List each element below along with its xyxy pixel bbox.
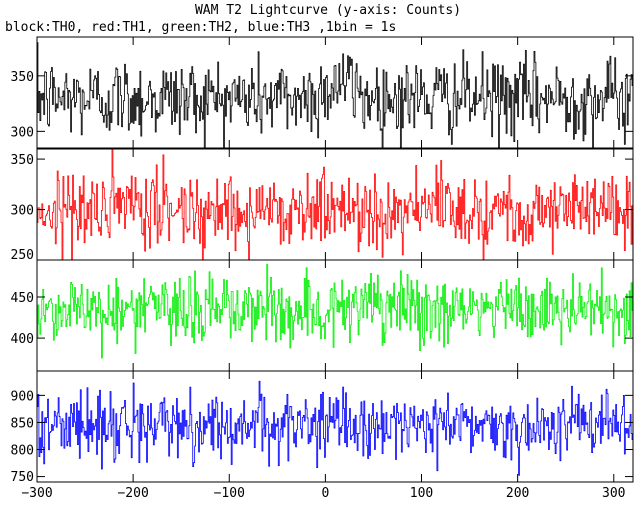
panel-frame — [36, 259, 634, 372]
series-th3-line — [37, 380, 633, 476]
y-tick-label: 250 — [11, 248, 34, 263]
x-tick-label: 300 — [602, 486, 625, 501]
x-tick-label: −200 — [117, 486, 148, 501]
y-tick-label: 800 — [11, 444, 34, 459]
panel-th2: 400 450 — [11, 259, 634, 372]
series-th2-line — [37, 263, 633, 359]
panels: 300 350 250 300 350 400 450 750 800 850 900 — [11, 36, 634, 485]
y-tick-label: 750 — [11, 470, 34, 485]
panel-frame — [36, 36, 634, 149]
series-th1-line — [37, 149, 633, 260]
panel-th1: 250 300 350 — [11, 148, 634, 263]
y-tick-label: 400 — [11, 332, 34, 347]
x-tick-label: 100 — [410, 486, 433, 501]
panel-th3: 750 800 850 900 — [11, 370, 634, 485]
series-th0-line — [37, 42, 633, 148]
y-tick-label: 300 — [11, 204, 34, 219]
x-tick-label: −100 — [214, 486, 245, 501]
x-tick-label: −300 — [21, 486, 52, 501]
panel-frame — [36, 370, 634, 483]
y-tick-label: 350 — [11, 70, 34, 85]
y-tick-label: 450 — [11, 291, 34, 306]
x-tick-label: 0 — [321, 486, 329, 501]
panel-th0: 300 350 — [11, 36, 634, 149]
y-tick-label: 300 — [11, 125, 34, 140]
x-axis: −300 −200 −100 0 100 200 300 — [21, 486, 625, 501]
chart-title: WAM T2 Lightcurve (y-axis: Counts) — [195, 3, 461, 18]
y-tick-label: 900 — [11, 389, 34, 404]
chart-subtitle: block:TH0, red:TH1, green:TH2, blue:TH3 … — [5, 20, 396, 35]
y-tick-label: 350 — [11, 153, 34, 168]
x-tick-label: 200 — [506, 486, 529, 501]
y-tick-label: 850 — [11, 416, 34, 431]
